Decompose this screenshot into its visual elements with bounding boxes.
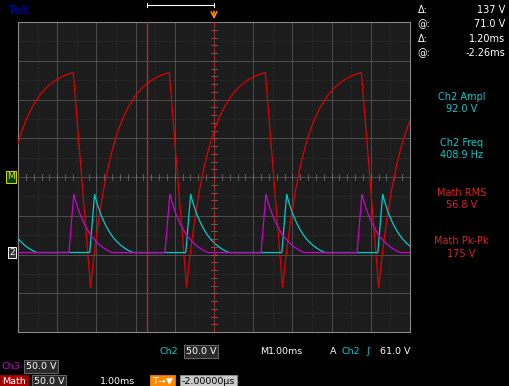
Text: 50.0 V: 50.0 V <box>186 347 216 356</box>
Text: 175 V: 175 V <box>446 249 475 259</box>
Text: M: M <box>260 347 268 356</box>
Text: Math: Math <box>2 377 25 386</box>
Text: Ch3: Ch3 <box>2 362 21 371</box>
Text: ʃ: ʃ <box>365 347 369 356</box>
Text: Stop: Stop <box>28 5 59 17</box>
Text: @:: @: <box>417 47 430 58</box>
Text: Δ:: Δ: <box>417 5 427 15</box>
Text: 92.0 V: 92.0 V <box>445 104 476 114</box>
Text: 137 V: 137 V <box>476 5 504 15</box>
Text: 2: 2 <box>9 248 15 257</box>
Text: -2.00000μs: -2.00000μs <box>182 377 235 386</box>
Text: A: A <box>329 347 336 356</box>
Text: Ch2: Ch2 <box>160 347 178 356</box>
Text: 1.00ms: 1.00ms <box>267 347 303 356</box>
Text: 61.0 V: 61.0 V <box>379 347 410 356</box>
Text: Ch2 Ampl: Ch2 Ampl <box>437 92 484 102</box>
Text: 71.0 V: 71.0 V <box>473 19 504 29</box>
Text: Math Pk-Pk: Math Pk-Pk <box>433 236 488 246</box>
Text: Ch2 Freq: Ch2 Freq <box>439 138 482 148</box>
Text: 1.20ms: 1.20ms <box>468 34 504 44</box>
Text: Math RMS: Math RMS <box>436 188 485 198</box>
Text: @:: @: <box>417 19 430 29</box>
Text: M: M <box>7 173 15 181</box>
Text: -2.26ms: -2.26ms <box>465 47 504 58</box>
Text: 50.0 V: 50.0 V <box>34 377 64 386</box>
Text: 50.0 V: 50.0 V <box>26 362 56 371</box>
Text: 56.8 V: 56.8 V <box>445 200 476 210</box>
Text: T→▼: T→▼ <box>152 377 173 386</box>
Text: Δ:: Δ: <box>417 34 427 44</box>
Text: Ch2: Ch2 <box>342 347 360 356</box>
Text: Tek: Tek <box>8 5 30 17</box>
Text: 1.00ms: 1.00ms <box>100 377 135 386</box>
Text: 408.9 Hz: 408.9 Hz <box>439 150 482 160</box>
